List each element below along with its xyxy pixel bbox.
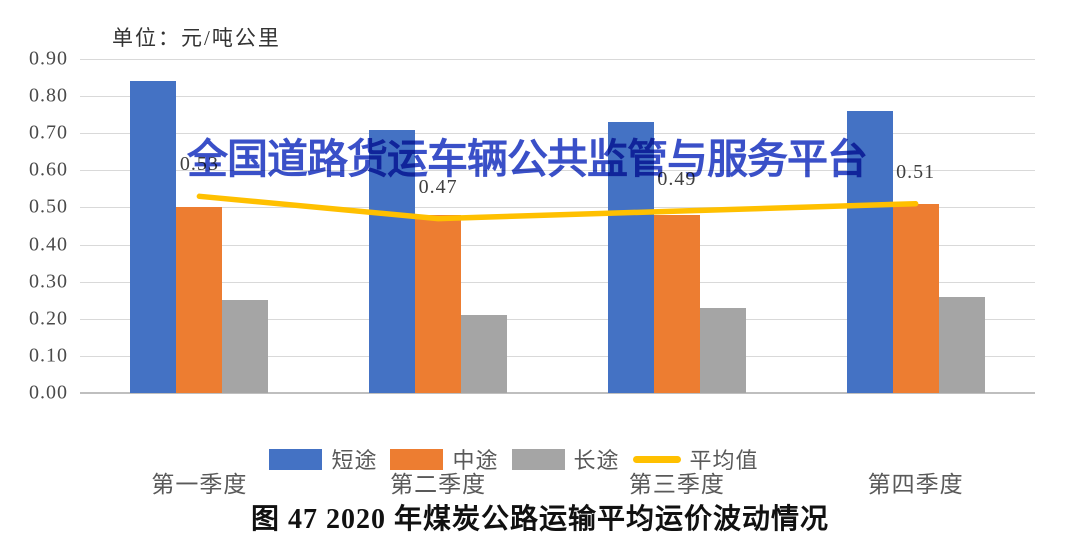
legend-swatch-long-haul: [511, 448, 565, 470]
figure-caption: 图 47 2020 年煤炭公路运输平均运价波动情况: [250, 504, 829, 535]
y-tick-label: 0.40: [29, 233, 68, 256]
axis-baseline: [80, 392, 1035, 394]
legend-swatch-mid-haul: [390, 448, 444, 470]
line-point-label-q1: 0.53: [179, 153, 219, 176]
bar-mid-haul-q1: [176, 207, 223, 393]
line-point-label-q3: 0.49: [657, 168, 697, 191]
legend-label-mid-haul: 中途: [452, 448, 499, 473]
bar-short-haul-q3: [607, 122, 654, 393]
legend-item-long-haul: 长途: [511, 443, 620, 475]
x-tick-label-q1: 第一季度: [151, 472, 248, 497]
legend-label-long-haul: 长途: [573, 448, 620, 473]
line-point-label-q2: 0.47: [418, 175, 458, 198]
y-axis: 0.00 0.10 0.20 0.30 0.40 0.50 0.60 0.70 0.80 0.90: [0, 48, 68, 404]
bar-mid-haul-q3: [653, 214, 700, 393]
gridline: [80, 244, 1035, 246]
chart-legend: 短途 中途 长途 平均值: [0, 443, 1054, 475]
gridline: [80, 59, 1035, 60]
legend-swatch-short-haul: [269, 448, 323, 470]
bar-long-haul-q3: [699, 307, 746, 393]
y-tick-label: 0.60: [29, 158, 68, 181]
x-tick-label-q3: 第三季度: [628, 472, 725, 497]
average-line: [196, 193, 919, 222]
bar-long-haul-q1: [222, 300, 269, 393]
y-tick-label: 0.10: [29, 344, 68, 367]
gridline: [80, 318, 1035, 320]
bar-short-haul-q4: [846, 110, 893, 393]
bar-mid-haul-q4: [892, 203, 939, 393]
legend-label-average: 平均值: [689, 448, 759, 473]
gridline: [80, 281, 1035, 283]
y-tick-label: 0.50: [29, 195, 68, 218]
gridline: [80, 355, 1035, 357]
legend-label-short-haul: 短途: [331, 448, 378, 473]
y-tick-label: 0.20: [29, 307, 68, 330]
x-tick-label-q2: 第二季度: [390, 472, 487, 497]
y-tick-label: 0.90: [29, 47, 68, 70]
gridline: [80, 96, 1035, 98]
legend-item-short-haul: 短途: [269, 443, 377, 475]
unit-label: 单位：元/吨公里: [112, 26, 281, 50]
average-line-path: [196, 193, 919, 222]
gridline: [80, 133, 1035, 135]
bar-mid-haul-q2: [415, 214, 462, 393]
y-tick-label: 0.30: [29, 270, 68, 293]
gridline: [80, 170, 1035, 172]
y-tick-label: 0.70: [29, 121, 68, 144]
line-point-label-q4: 0.51: [896, 160, 936, 183]
gridline: [80, 207, 1035, 209]
bar-long-haul-q4: [938, 296, 985, 393]
y-tick-label: 0.80: [29, 84, 68, 107]
watermark-text: 全国道路货运车辆公共监管与服务平台: [187, 136, 868, 182]
bar-short-haul-q1: [130, 81, 177, 393]
legend-item-mid-haul: 中途: [390, 443, 498, 475]
plot-area: 0.53 0.47 0.49 0.51: [80, 59, 1035, 394]
bar-short-haul-q2: [369, 129, 416, 393]
x-axis: 第一季度 第二季度 第三季度 第四季度: [80, 465, 1035, 497]
legend-item-average: 平均值: [632, 443, 759, 475]
x-tick-label-q4: 第四季度: [867, 472, 964, 497]
bar-long-haul-q2: [461, 315, 508, 393]
legend-line-swatch-average: [632, 455, 681, 463]
y-tick-label: 0.00: [29, 381, 68, 404]
